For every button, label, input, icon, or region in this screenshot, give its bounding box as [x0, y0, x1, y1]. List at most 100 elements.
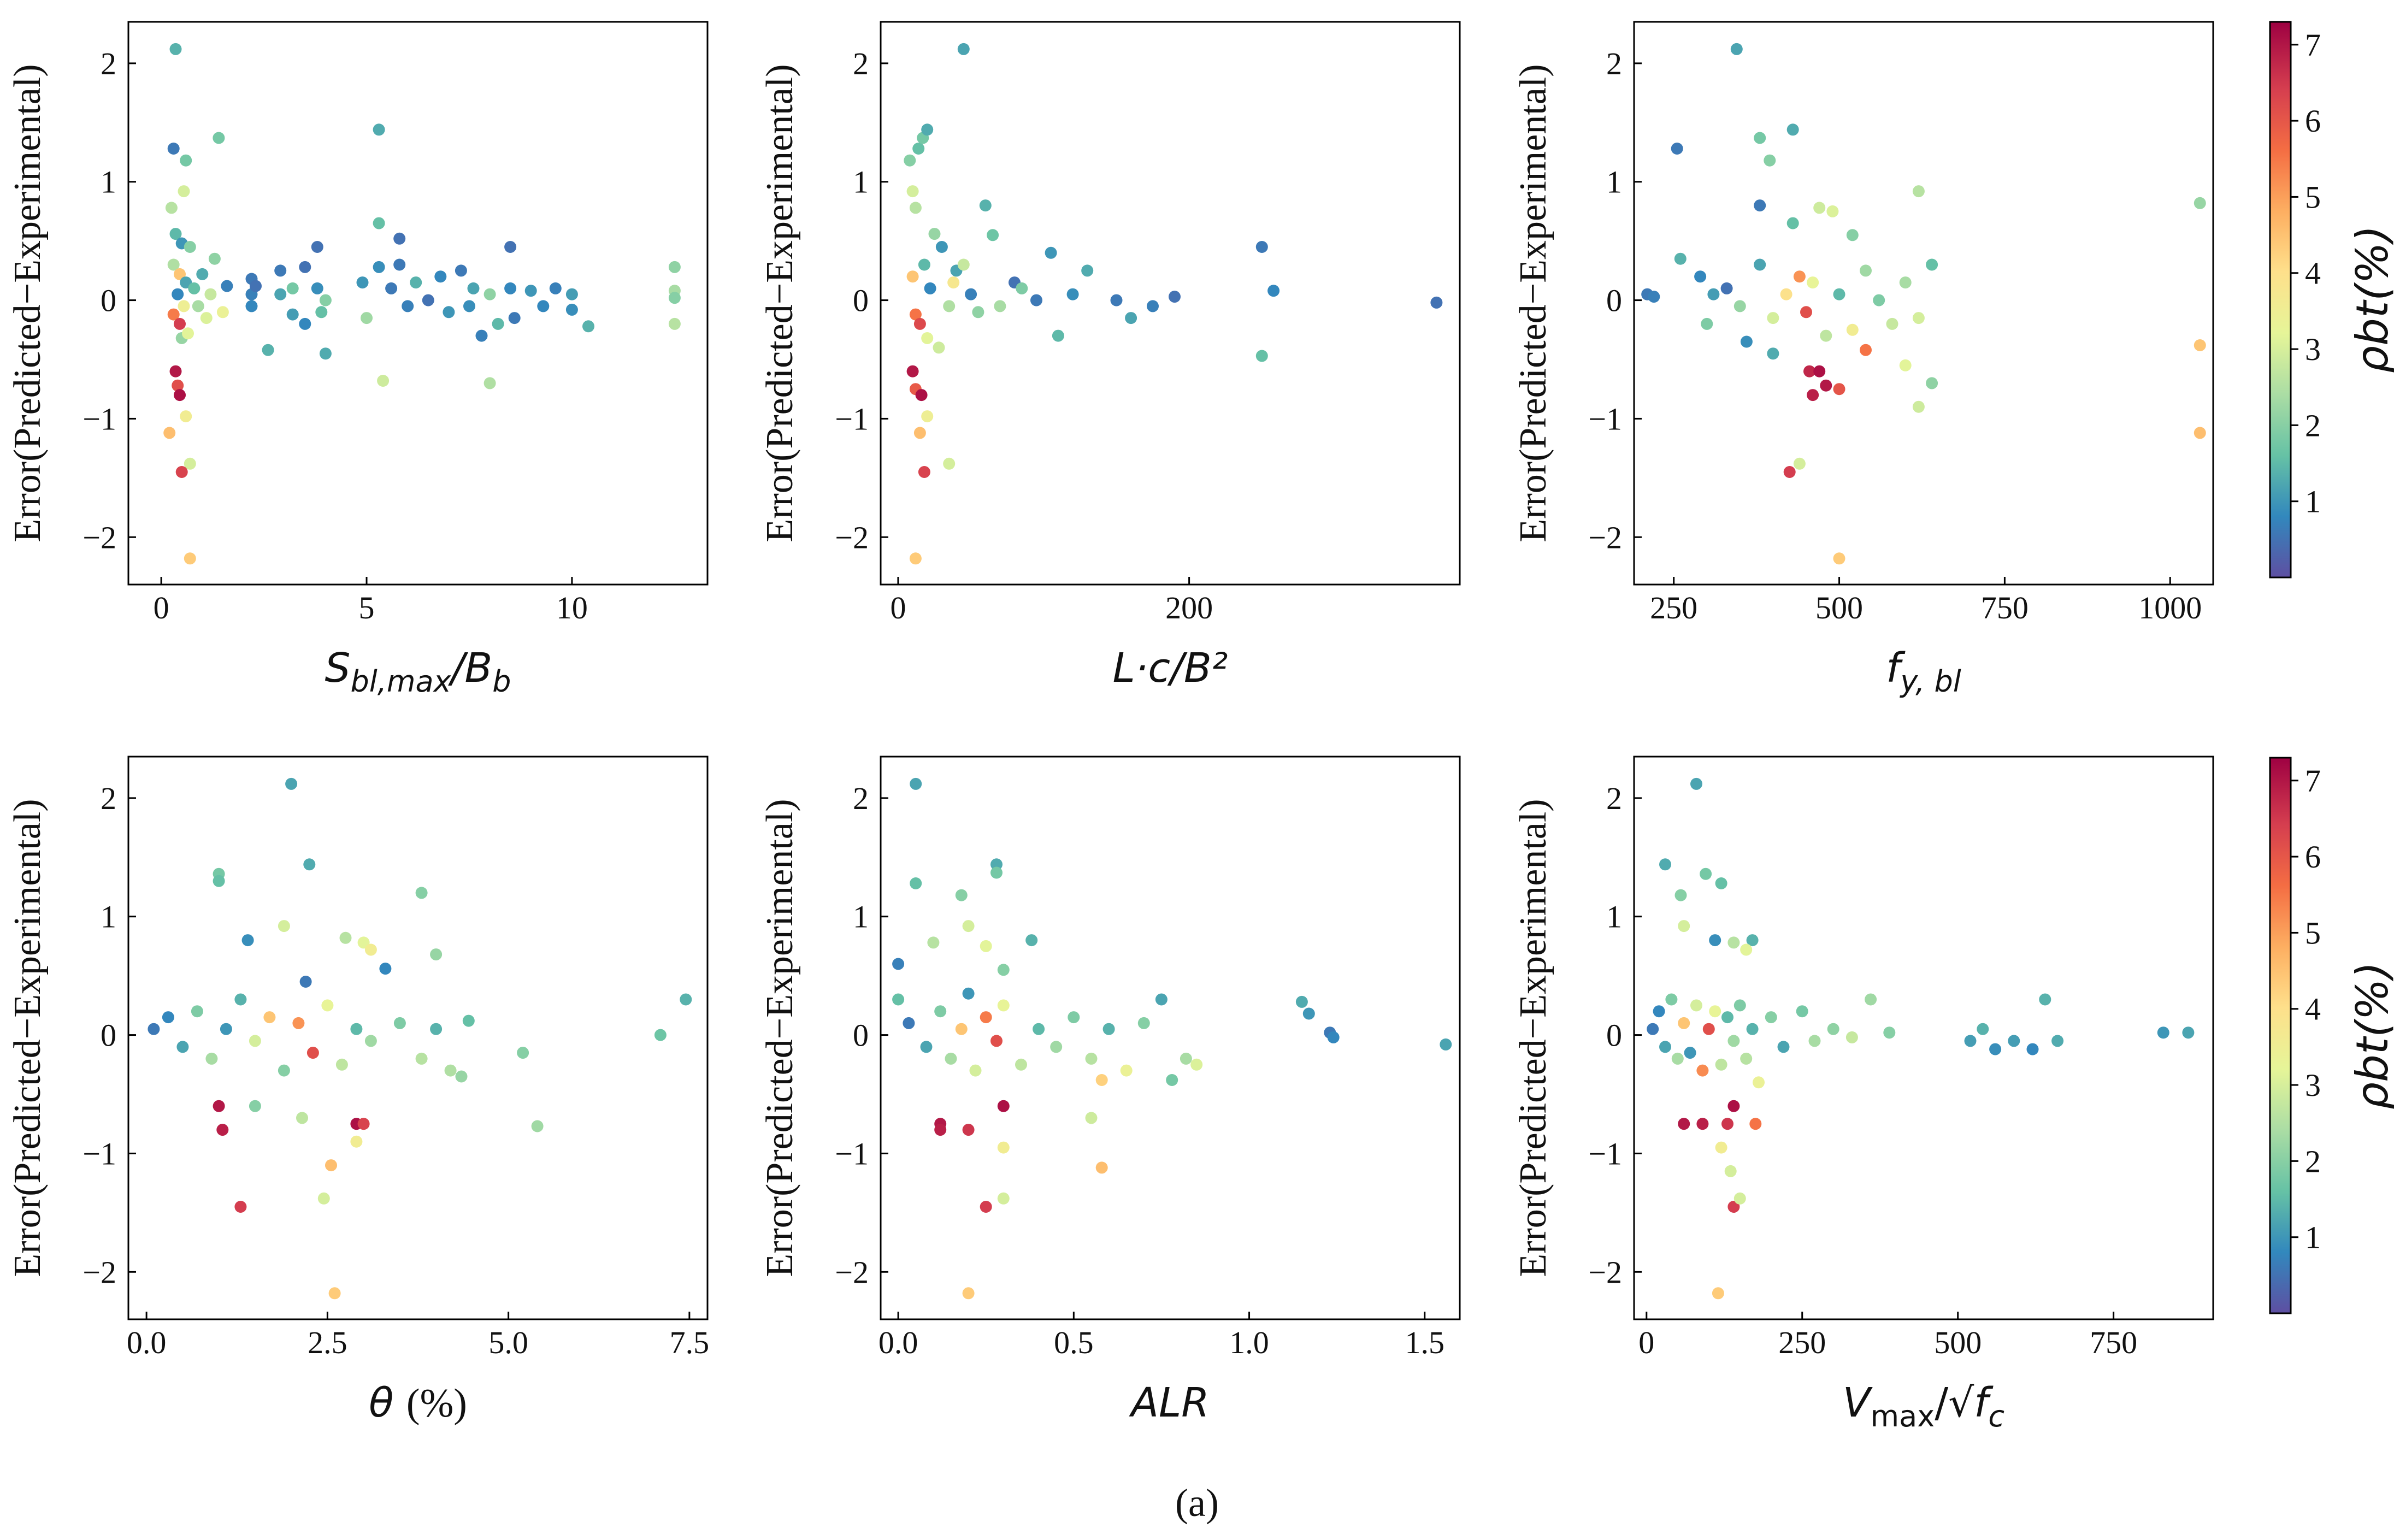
data-point [1733, 1192, 1746, 1205]
data-point [1767, 312, 1779, 324]
data-point [463, 300, 475, 312]
data-point [1715, 1058, 1727, 1071]
data-point [1813, 202, 1826, 214]
data-point [216, 306, 229, 318]
x-tick-label: 1.0 [1229, 1325, 1269, 1360]
data-point [2039, 993, 2051, 1006]
data-point [1724, 1165, 1737, 1177]
x-tick-label: 500 [1934, 1325, 1982, 1360]
data-point [444, 1064, 457, 1077]
data-point [1267, 285, 1280, 297]
data-point [990, 858, 1003, 871]
colorbar-tick-label: 2 [2305, 408, 2321, 443]
data-point [169, 228, 182, 240]
data-point [921, 123, 934, 136]
y-tick-label: 0 [853, 283, 869, 318]
x-tick-label: 2.5 [308, 1325, 347, 1360]
data-point [980, 1201, 992, 1213]
data-point [1749, 1118, 1762, 1130]
data-point [1767, 347, 1779, 360]
data-point [1180, 1052, 1192, 1065]
data-point [934, 1124, 947, 1136]
data-point [504, 282, 517, 294]
plot-area [881, 22, 1460, 585]
data-point [1045, 246, 1057, 259]
data-point [299, 317, 311, 330]
data-point [1665, 993, 1678, 1006]
data-point [1833, 383, 1845, 396]
data-point [504, 241, 517, 253]
data-point [234, 1201, 247, 1213]
data-point [918, 258, 930, 271]
data-points [1647, 777, 2195, 1300]
data-point [1813, 365, 1826, 377]
data-point [921, 410, 934, 423]
data-point [1701, 317, 1713, 330]
data-point [1155, 993, 1167, 1006]
data-point [492, 317, 504, 330]
y-tick-label: −1 [82, 401, 116, 436]
data-point [364, 1035, 377, 1047]
data-point [892, 993, 905, 1006]
data-point [1926, 258, 1938, 271]
y-tick-label: 0 [101, 283, 116, 318]
x-tick-label: 10 [556, 590, 588, 626]
panel-6: 0 250 500 750 −2 −1 0 1 2 Error(Predicted−Experim… [1512, 756, 2214, 1433]
colorbar-bottom: 1 2 3 4 5 6 7 ρbt(%) [2269, 757, 2394, 1314]
data-point [1727, 936, 1740, 949]
data-point [393, 258, 406, 271]
data-point [311, 282, 323, 294]
data-point [162, 1011, 174, 1024]
data-point [1696, 1064, 1709, 1077]
data-points [1641, 43, 2206, 565]
data-point [565, 288, 578, 300]
y-axis-label: Error(Predicted−Experimental) [759, 799, 801, 1277]
data-point [303, 858, 316, 871]
data-point [997, 1192, 1010, 1205]
data-point [1820, 379, 1832, 392]
data-point [1674, 252, 1687, 265]
y-axis-label: Error(Predicted−Experimental) [759, 64, 801, 542]
data-point [524, 285, 537, 297]
data-point [1678, 1017, 1690, 1029]
data-point [350, 1023, 363, 1035]
data-point [377, 375, 390, 387]
data-point [1777, 1041, 1790, 1053]
data-point [167, 258, 180, 271]
data-point [1137, 1017, 1150, 1029]
data-point [1740, 943, 1753, 956]
data-point [191, 1005, 203, 1018]
y-tick-label: 2 [101, 781, 116, 816]
colorbar-tick-label: 4 [2305, 992, 2321, 1027]
data-point [1702, 1023, 1715, 1035]
data-point [434, 270, 447, 283]
data-point [517, 1047, 529, 1059]
colorbar-top-label: ρbt(%) [2347, 225, 2394, 373]
y-tick-label: −2 [82, 1254, 116, 1290]
data-point [980, 940, 992, 952]
data-point [1808, 1035, 1821, 1047]
x-tick-label: 0 [890, 590, 906, 626]
data-point [410, 276, 422, 289]
plot-area [1634, 22, 2213, 585]
data-point [175, 466, 188, 478]
data-point [245, 300, 258, 312]
data-point [1066, 288, 1079, 300]
data-point [1796, 1005, 1808, 1018]
data-point [1720, 282, 1733, 294]
data-point [2008, 1035, 2020, 1047]
x-tick-label: 1000 [2138, 590, 2202, 626]
data-point [2051, 1035, 2064, 1047]
x-tick-label: 0 [154, 590, 169, 626]
data-point [169, 43, 182, 55]
y-tick-label: 2 [101, 46, 116, 81]
y-axis-label: Error(Predicted−Experimental) [1512, 64, 1554, 542]
data-point [1110, 294, 1123, 306]
data-point [680, 993, 692, 1006]
data-point [1883, 1026, 1896, 1039]
data-point [1989, 1043, 2002, 1055]
data-point [1754, 132, 1766, 144]
data-point [467, 282, 480, 294]
colorbar-tick-label: 6 [2305, 839, 2321, 875]
data-point [582, 320, 594, 333]
